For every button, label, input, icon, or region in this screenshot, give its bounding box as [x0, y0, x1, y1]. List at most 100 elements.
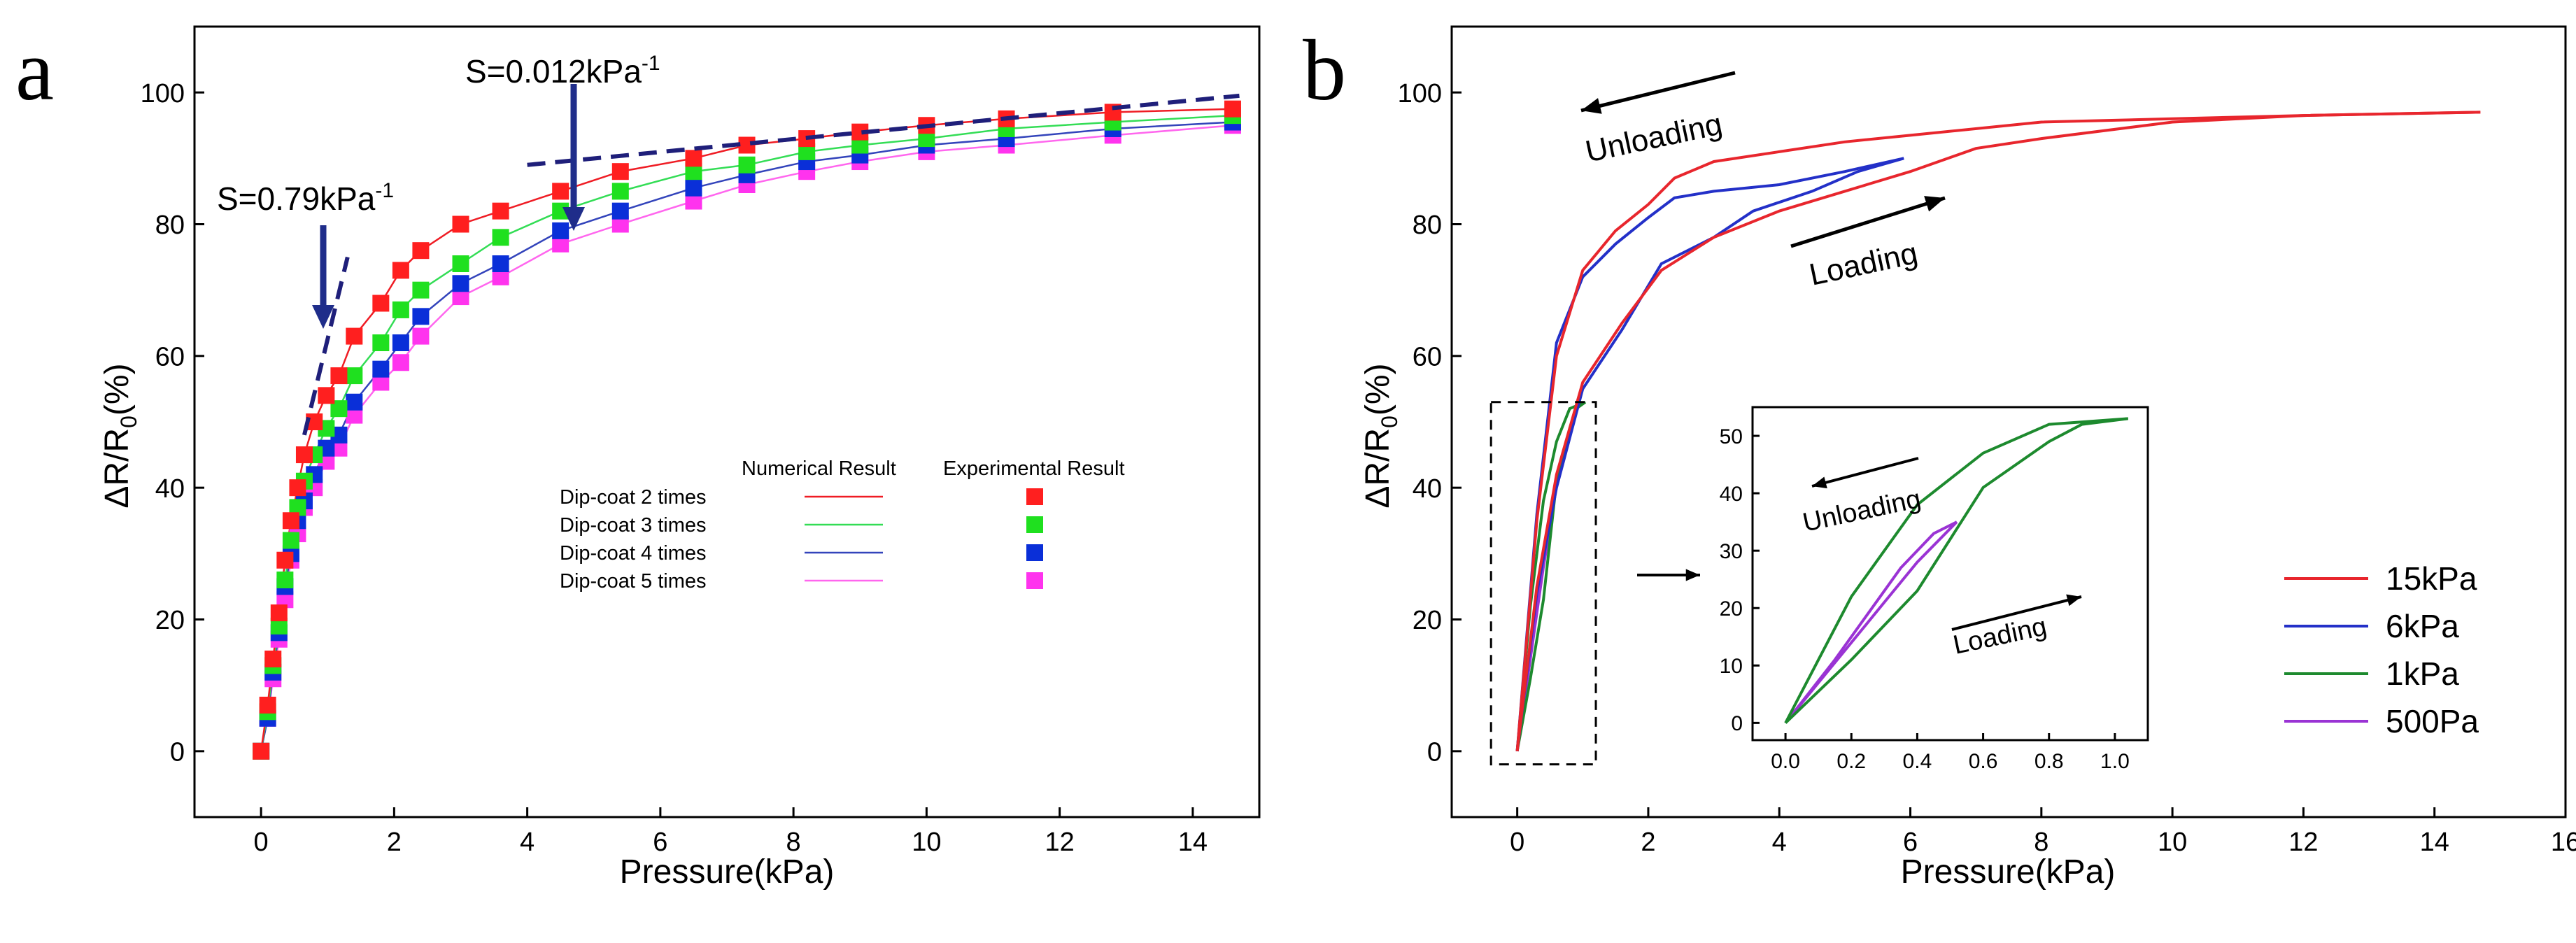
legend-header-numerical: Numerical Result — [742, 458, 896, 480]
data-point-1 — [492, 229, 509, 246]
legend-marker-2 — [1026, 544, 1043, 561]
series-line-3 — [260, 125, 1233, 752]
panel-b-xtick-label: 10 — [2158, 828, 2187, 857]
sensitivity-fit-line-1 — [527, 93, 1240, 167]
data-point-0 — [270, 604, 288, 622]
panel-b-xtick-label: 2 — [1641, 828, 1655, 857]
inset-unloading-2 — [1784, 417, 2128, 724]
panel-b-ytick-label: 100 — [1398, 79, 1442, 108]
legend-label-2: Dip-coat 4 times — [560, 542, 707, 565]
inset-unloading-arrow-shaft — [1811, 457, 1919, 488]
series-loading-0 — [1515, 111, 2481, 752]
data-point-2 — [452, 275, 469, 292]
legend-label-0: Dip-coat 2 times — [560, 486, 707, 509]
data-point-2 — [492, 255, 509, 272]
panel-a-ylabel: ΔR/R0(%) — [99, 363, 141, 508]
series-line-2 — [260, 121, 1233, 752]
loading-arrow — [1790, 196, 1946, 248]
inset-ytick-label: 30 — [1720, 540, 1743, 563]
legend-b-label-0: 15kPa — [2386, 560, 2477, 597]
panel-a-xtick-label: 2 — [387, 828, 402, 857]
panel-a-ytick-label: 80 — [155, 211, 185, 240]
panel-b-xlabel: Pressure(kPa) — [1901, 853, 2116, 891]
data-point-0 — [412, 242, 430, 260]
panel-b-xtick-label: 4 — [1772, 828, 1787, 857]
legend-header-experimental: Experimental Result — [943, 458, 1125, 480]
panel-b-ylabel: ΔR/R0(%) — [1359, 363, 1402, 508]
inset-ytick-label: 10 — [1720, 655, 1743, 678]
sensitivity-fit-line-0 — [302, 256, 350, 436]
panel-a-ytick-label: 20 — [155, 606, 185, 635]
data-point-0 — [452, 215, 469, 233]
series-line-0 — [260, 108, 1233, 751]
data-point-0 — [253, 742, 270, 760]
data-point-2 — [685, 179, 702, 197]
data-point-0 — [372, 295, 390, 312]
data-point-0 — [264, 651, 282, 667]
series-loading-1 — [1515, 157, 1904, 752]
panel-a-ytick-label: 100 — [141, 79, 185, 108]
inset-ytick-label: 40 — [1720, 483, 1743, 506]
panel-a-xlabel: Pressure(kPa) — [620, 853, 835, 891]
data-point-0 — [318, 387, 335, 404]
data-point-0 — [1224, 100, 1241, 118]
legend-label-3: Dip-coat 5 times — [560, 570, 707, 593]
panel-a-legend: Numerical Result Experimental Result Dip… — [560, 458, 1125, 593]
unloading-label: Unloading — [1583, 107, 1725, 169]
panel-b-xtick-label: 14 — [2420, 828, 2449, 857]
inset-xtick-label: 0.6 — [1969, 750, 1998, 773]
loading-arrow-shaft — [1790, 196, 1946, 248]
data-point-1 — [276, 572, 294, 588]
inset-loading-arrow-shaft — [1951, 595, 2082, 631]
panel-b-xtick-label: 0 — [1510, 828, 1524, 857]
inset-ytick-label: 20 — [1720, 597, 1743, 621]
data-point-3 — [412, 327, 430, 345]
data-point-0 — [282, 512, 299, 530]
data-point-2 — [372, 360, 390, 378]
data-point-3 — [392, 354, 409, 371]
panel-b-xtick-label: 16 — [2551, 828, 2576, 857]
panel-b-letter: b — [1303, 22, 1346, 118]
data-point-0 — [346, 327, 363, 345]
data-point-1 — [611, 183, 629, 200]
sensitivity-label-1: S=0.012kPa-1 — [465, 52, 660, 90]
inset-series — [1784, 417, 2129, 724]
inset-loading-2 — [1784, 417, 2129, 724]
inset-loading-arrow — [1951, 594, 2082, 631]
panel-a-ytick-label: 0 — [170, 738, 185, 767]
data-point-2 — [611, 202, 629, 220]
loading-arrow-head — [1924, 196, 1945, 212]
zoom-pointer-arrow — [1637, 569, 1700, 581]
inset-unloading-3 — [1784, 520, 1958, 724]
legend-marker-0 — [1026, 488, 1043, 505]
data-point-0 — [295, 446, 313, 464]
data-point-0 — [276, 551, 294, 569]
panel-b-xtick-label: 8 — [2034, 828, 2048, 857]
data-point-0 — [552, 183, 569, 200]
data-point-2 — [392, 334, 409, 351]
unloading-arrow — [1580, 71, 1736, 114]
data-point-0 — [259, 696, 276, 714]
series-unloading-0 — [1515, 111, 2481, 751]
zoom-box — [1489, 401, 1597, 766]
data-point-0 — [685, 150, 702, 167]
panel-a-ytick-label: 40 — [155, 474, 185, 504]
data-point-2 — [552, 222, 569, 239]
data-point-2 — [346, 393, 363, 411]
data-point-0 — [392, 262, 409, 279]
sensitivity-label-0: S=0.79kPa-1 — [217, 179, 394, 217]
legend-b-label-1: 6kPa — [2386, 608, 2459, 644]
inset-loading-arrow-head — [2066, 594, 2081, 607]
panel-b-ytick-label: 0 — [1427, 738, 1442, 767]
inset-xtick-label: 0.8 — [2034, 750, 2064, 773]
sensitivity-arrow-head — [562, 207, 585, 231]
data-point-1 — [282, 532, 299, 549]
panel-b-chart: Unloading Loading 0 2 4 6 8 10 12 14 16 0 20 40 60 80 1… — [1359, 25, 2576, 891]
panel-a-ytick-label: 60 — [155, 343, 185, 372]
panel-a-xtick-label: 14 — [1178, 828, 1208, 857]
inset-unloading-arrow-head — [1812, 476, 1827, 489]
panel-b-legend: 15kPa 6kPa 1kPa 500Pa — [2284, 560, 2479, 739]
loading-label: Loading — [1806, 236, 1920, 292]
inset-xtick-label: 0.0 — [1771, 750, 1800, 773]
sensitivity-arrow-1 — [562, 84, 585, 231]
